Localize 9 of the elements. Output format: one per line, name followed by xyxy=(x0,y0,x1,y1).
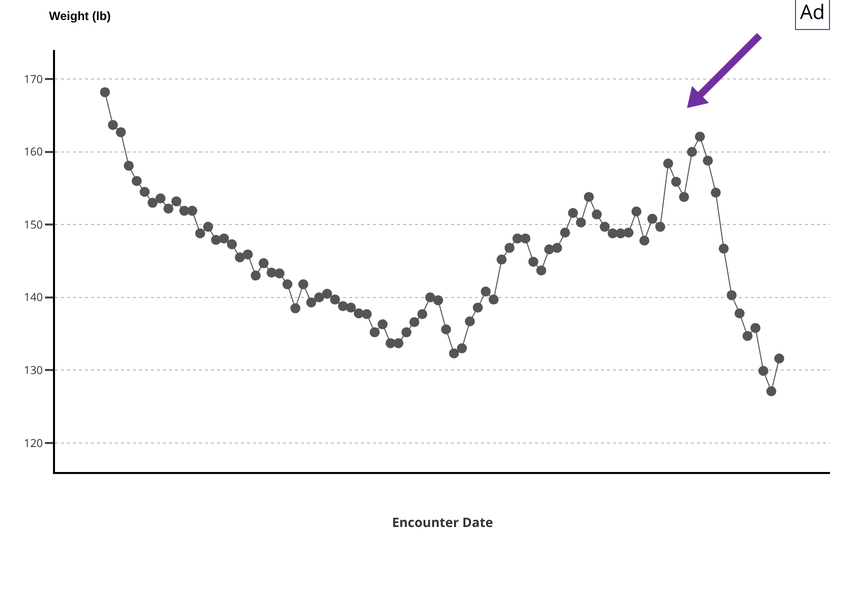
y-tick-label: 120 xyxy=(24,436,43,451)
y-tick-label: 150 xyxy=(24,217,43,232)
y-tick-label: 160 xyxy=(24,144,43,160)
y-tick-label: 140 xyxy=(24,290,43,306)
y-axis-title: Weight (lb) xyxy=(49,9,111,23)
x-axis-title: Encounter Date xyxy=(392,512,494,531)
y-tick-label: 170 xyxy=(24,72,43,87)
text: Ad xyxy=(800,0,825,25)
y-tick-label: 130 xyxy=(24,362,43,378)
